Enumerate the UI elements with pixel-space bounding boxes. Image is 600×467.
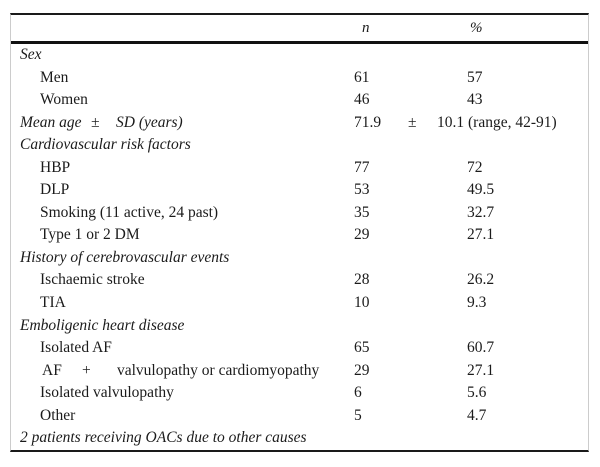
sd-years-label: SD (years) <box>116 113 183 131</box>
row-label: Type 1 or 2 DM <box>40 226 140 244</box>
table-row-af-valvulopathy: AF + valvulopathy or cardiomyopathy 29 2… <box>11 360 588 383</box>
n-value: 10 <box>354 294 370 312</box>
table-row: Isolated valvulopathy 6 5.6 <box>11 382 588 405</box>
row-label: DLP <box>40 181 70 199</box>
n-value: 6 <box>354 384 362 402</box>
n-value: 29 <box>354 361 370 379</box>
table-footer-note: 2 patients receiving OACs due to other c… <box>11 427 588 450</box>
table-row: Type 1 or 2 DM 29 27.1 <box>11 224 588 247</box>
plus-sign: + <box>82 361 91 379</box>
table-row: Other 5 4.7 <box>11 405 588 428</box>
section-label: Cardiovascular risk factors <box>20 136 191 154</box>
row-label: TIA <box>40 294 66 312</box>
pct-value: 60.7 <box>467 339 495 357</box>
pct-value: 4.7 <box>467 406 487 424</box>
table-row: Ischaemic stroke 28 26.2 <box>11 269 588 292</box>
table-row-section: Emboligenic heart disease <box>11 315 588 338</box>
section-label: History of cerebrovascular events <box>20 248 230 266</box>
row-label: Isolated valvulopathy <box>40 384 174 402</box>
row-label: Women <box>40 91 88 109</box>
table-row: HBP 77 72 <box>11 157 588 180</box>
patient-characteristics-table: n % Sex Men 61 57 Women 46 43 Mean age ±… <box>10 13 589 452</box>
plus-minus-sign: ± <box>408 113 417 131</box>
table-row: Women 46 43 <box>11 89 588 112</box>
table-row: Smoking (11 active, 24 past) 35 32.7 <box>11 202 588 225</box>
footer-note-label: 2 patients receiving OACs due to other c… <box>20 429 307 447</box>
plus-minus-sign: ± <box>91 113 100 131</box>
af-label: AF <box>42 361 62 379</box>
n-value: 35 <box>354 203 370 221</box>
table-row-section: Sex <box>11 44 588 67</box>
mean-age-label: Mean age <box>20 113 82 131</box>
row-label: HBP <box>40 158 71 176</box>
table-header-row: n % <box>11 15 588 44</box>
n-value: 5 <box>354 406 362 424</box>
row-label: Ischaemic stroke <box>40 271 145 289</box>
n-value: 46 <box>354 91 370 109</box>
n-value: 28 <box>354 271 370 289</box>
row-label: Other <box>40 406 76 424</box>
table-row: Isolated AF 65 60.7 <box>11 337 588 360</box>
sd-range-value: 10.1 (range, 42-91) <box>437 113 557 131</box>
column-header-pct: % <box>470 20 483 36</box>
section-label: Sex <box>20 46 42 63</box>
n-value: 77 <box>354 158 370 176</box>
row-label: Smoking (11 active, 24 past) <box>40 203 219 221</box>
pct-value: 27.1 <box>467 361 495 379</box>
pct-value: 9.3 <box>467 294 487 312</box>
table-row: TIA 10 9.3 <box>11 292 588 315</box>
n-value: 65 <box>354 339 370 357</box>
pct-value: 43 <box>467 91 483 109</box>
pct-value: 27.1 <box>467 226 495 244</box>
pct-value: 5.6 <box>467 384 487 402</box>
table-row-section: Cardiovascular risk factors <box>11 134 588 157</box>
table-row-mean-age: Mean age ± SD (years) 71.9 ± 10.1 (range… <box>11 112 588 135</box>
pct-value: 72 <box>467 158 483 176</box>
valvulopathy-label: valvulopathy or cardiomyopathy <box>117 361 320 379</box>
n-value: 61 <box>354 68 370 86</box>
mean-age-value: 71.9 <box>354 113 382 131</box>
row-label: Isolated AF <box>40 339 112 357</box>
table-row: DLP 53 49.5 <box>11 179 588 202</box>
pct-value: 26.2 <box>467 271 495 289</box>
pct-value: 32.7 <box>467 203 495 221</box>
section-label: Emboligenic heart disease <box>20 316 185 334</box>
column-header-n: n <box>362 20 370 36</box>
pct-value: 57 <box>467 68 483 86</box>
n-value: 53 <box>354 181 370 199</box>
pct-value: 49.5 <box>467 181 495 199</box>
n-value: 29 <box>354 226 370 244</box>
row-label: Men <box>40 68 69 86</box>
table-row: Men 61 57 <box>11 67 588 90</box>
table-row-section: History of cerebrovascular events <box>11 247 588 270</box>
